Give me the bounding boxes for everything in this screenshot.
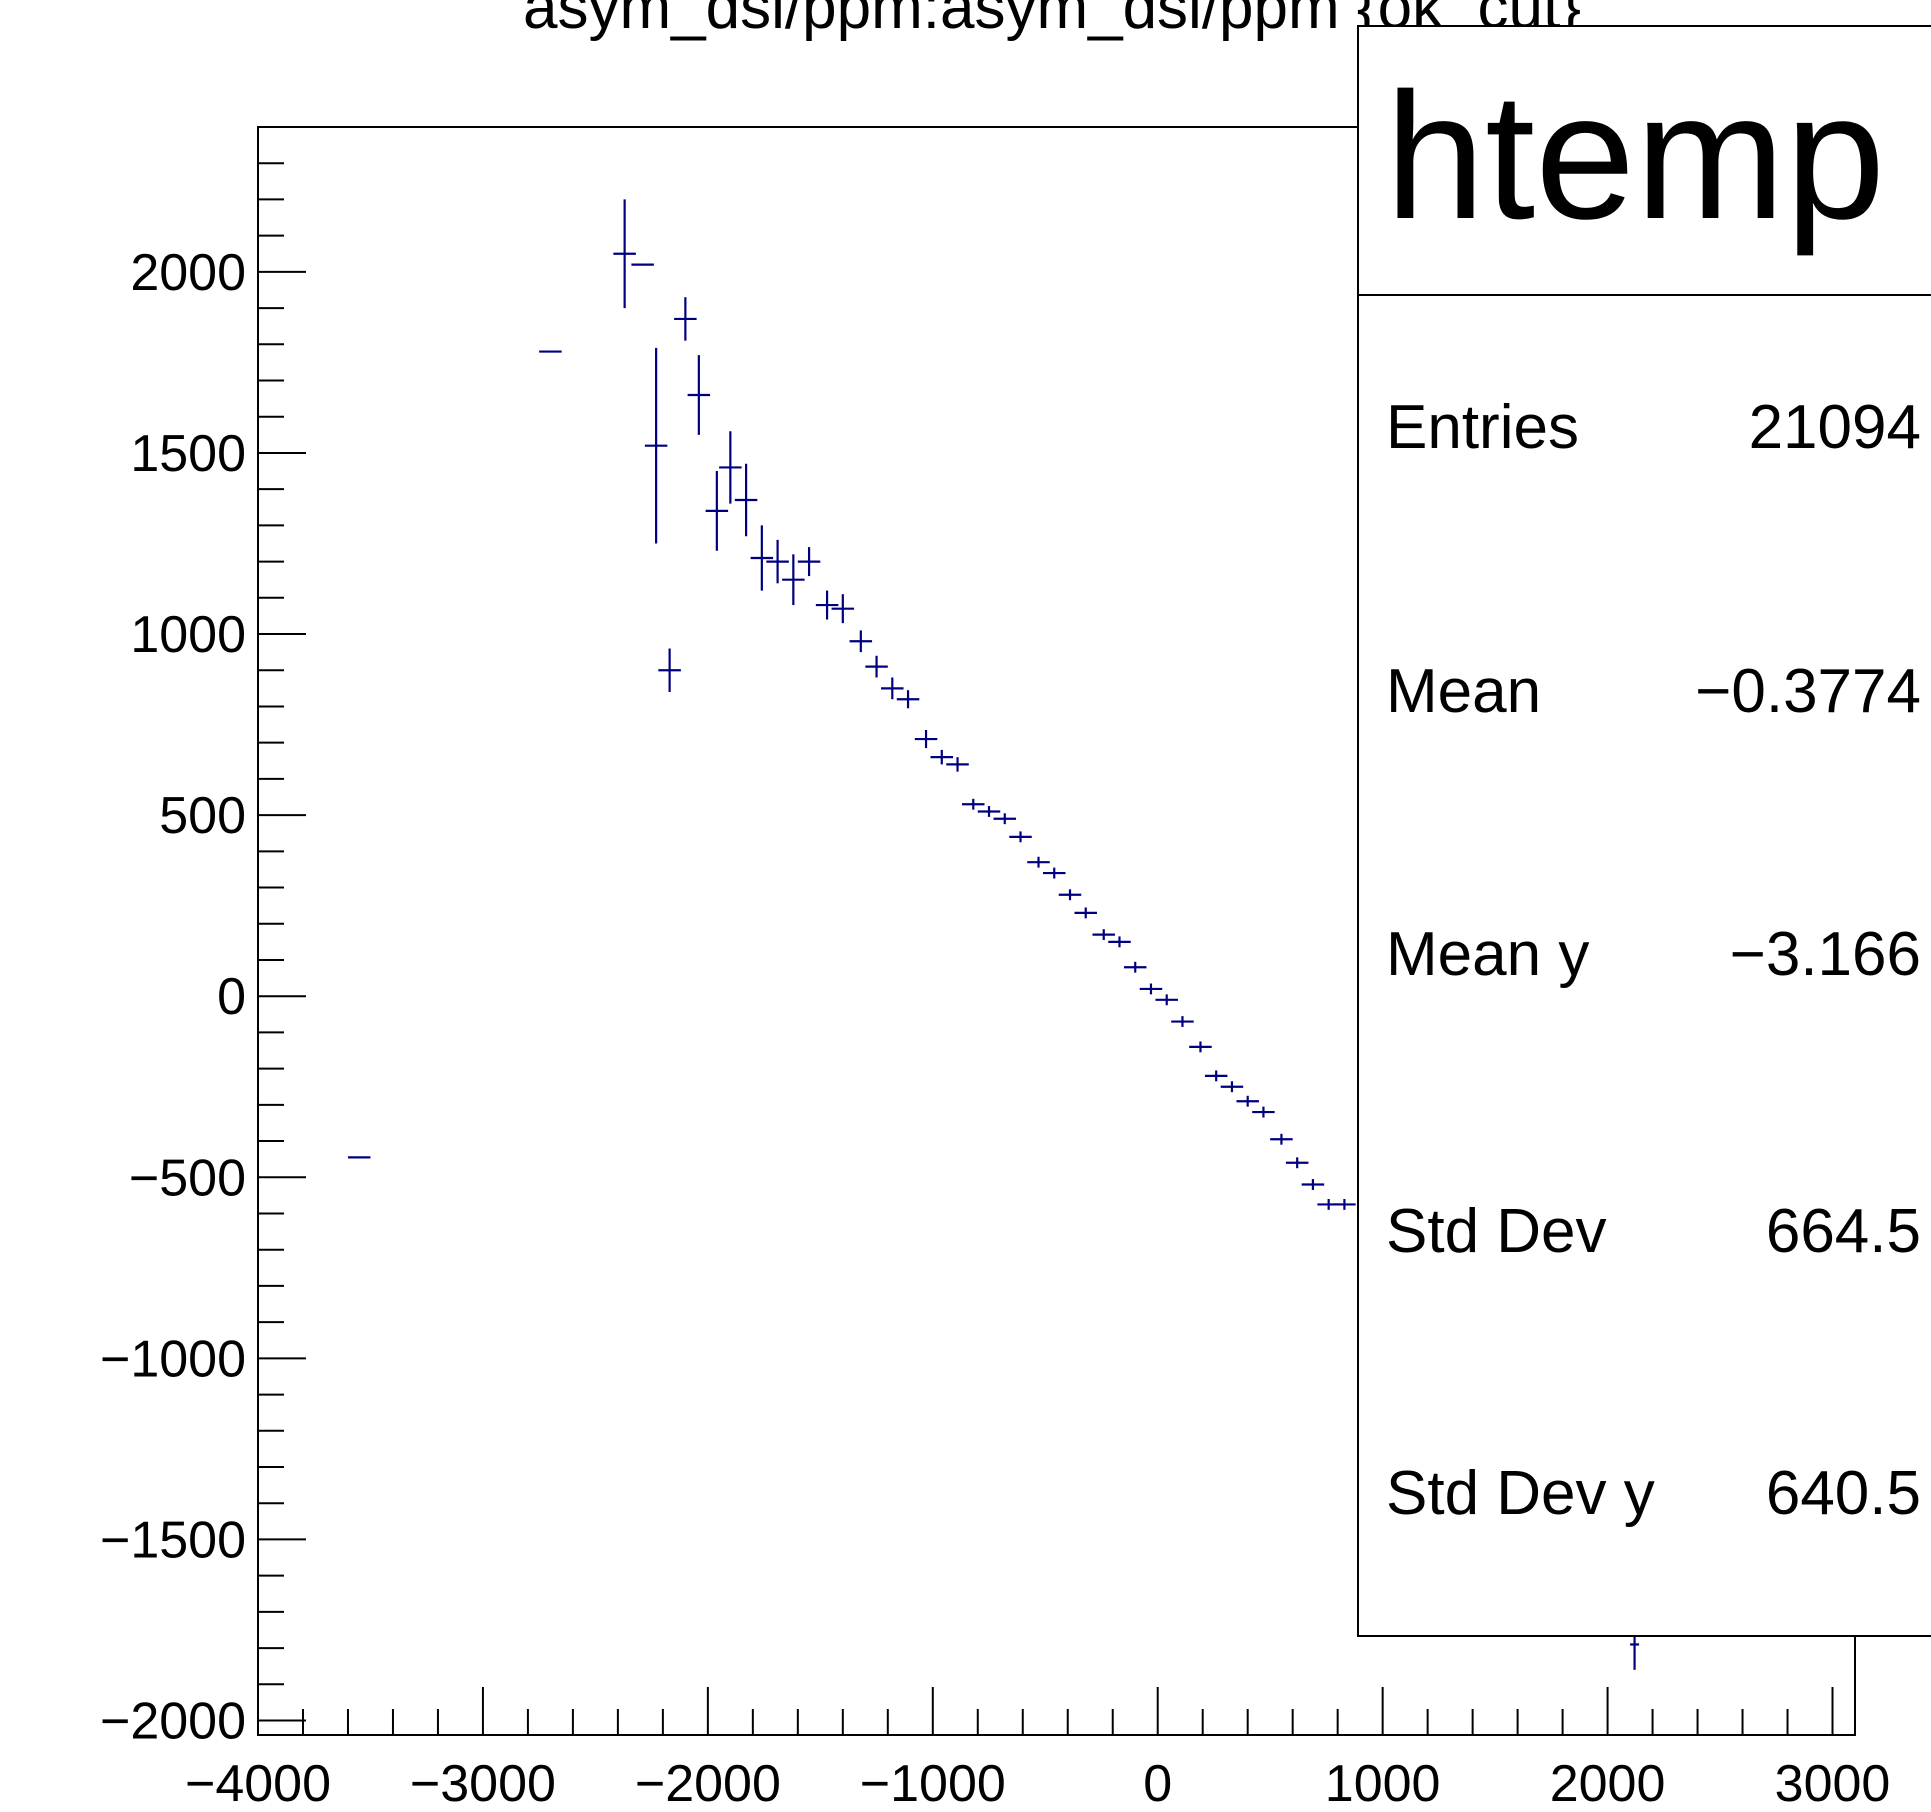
data-point [815, 590, 839, 620]
stats-label: Mean y [1386, 920, 1589, 989]
data-point [977, 806, 1001, 817]
data-point [674, 297, 697, 341]
y-axis: −2000 −1500 −1000 −500 0 500 1000 1500 2000 [100, 126, 306, 1751]
data-point [613, 199, 636, 309]
data-point [1027, 856, 1050, 868]
data-point [930, 749, 954, 765]
data-point [782, 554, 805, 606]
stats-label: Std Dev y [1386, 1459, 1655, 1528]
data-point [881, 677, 904, 700]
data-point [993, 813, 1017, 825]
data-point [705, 471, 729, 551]
y-tick-label: 2000 [130, 244, 246, 302]
data-point [1058, 889, 1082, 901]
data-point [1189, 1041, 1212, 1053]
data-point [914, 730, 938, 749]
data-point [658, 648, 681, 692]
data-point [1220, 1081, 1244, 1093]
data-point [1139, 983, 1163, 995]
x-tick-label: −1000 [860, 1755, 1006, 1812]
x-tick-label: −3000 [410, 1755, 556, 1812]
stats-value: 21094 [1749, 393, 1921, 462]
stats-value: 664.5 [1766, 1197, 1921, 1266]
stats-label: Entries [1386, 393, 1579, 462]
x-axis: −4000 −3000 −2000 −1000 0 1000 2000 3000 [185, 1687, 1890, 1812]
y-tick-label: −2000 [100, 1693, 246, 1751]
data-point [1074, 907, 1097, 919]
data-point [831, 594, 855, 624]
x-tick-label: −4000 [185, 1755, 331, 1812]
y-tick-label: 0 [217, 968, 246, 1026]
data-point [1108, 936, 1131, 948]
y-tick-label: −500 [129, 1149, 246, 1207]
data-point [1171, 1016, 1194, 1027]
data-point [644, 347, 668, 544]
x-tick-label: 1000 [1325, 1755, 1441, 1812]
data-point [766, 539, 789, 584]
x-tick-label: −2000 [635, 1755, 781, 1812]
stats-box-title: htemp [1385, 56, 1885, 257]
data-point [734, 463, 758, 537]
data-point [1285, 1157, 1309, 1169]
data-point [896, 690, 920, 709]
data-point [797, 547, 821, 577]
data-point [865, 655, 888, 678]
data-points [347, 199, 1640, 1670]
x-tick-label: 3000 [1775, 1755, 1891, 1812]
y-tick-label: −1500 [100, 1511, 246, 1569]
stats-box: htemp Entries 21094 Mean −0.3774 Mean y −3.16… [1357, 25, 1931, 1637]
data-point [1204, 1070, 1228, 1082]
data-point [1252, 1106, 1275, 1118]
data-point [1236, 1095, 1259, 1107]
data-point [1270, 1133, 1293, 1145]
stats-value: −0.3774 [1695, 657, 1921, 726]
data-point [750, 525, 774, 591]
data-point [1301, 1179, 1325, 1190]
data-point [1155, 994, 1178, 1006]
x-tick-label: 2000 [1550, 1755, 1666, 1812]
data-point [1043, 867, 1066, 879]
data-point [1333, 1199, 1356, 1210]
y-tick-label: −1000 [100, 1330, 246, 1388]
data-point [1009, 831, 1032, 843]
stats-value: 640.5 [1766, 1459, 1921, 1528]
stats-value: −3.166 [1730, 920, 1921, 989]
data-point [946, 757, 969, 772]
data-point [849, 630, 873, 653]
stats-box-border [1357, 25, 1931, 1637]
data-point [1092, 929, 1115, 941]
data-point [719, 431, 742, 504]
stats-label: Std Dev [1386, 1197, 1607, 1266]
data-point [962, 798, 985, 810]
y-tick-label: 1000 [130, 606, 246, 664]
y-tick-label: 1500 [130, 425, 246, 483]
data-point [687, 355, 711, 435]
y-tick-label: 500 [159, 787, 246, 845]
stats-label: Mean [1386, 657, 1541, 726]
data-point [1123, 961, 1147, 973]
x-tick-label: 0 [1143, 1755, 1172, 1812]
